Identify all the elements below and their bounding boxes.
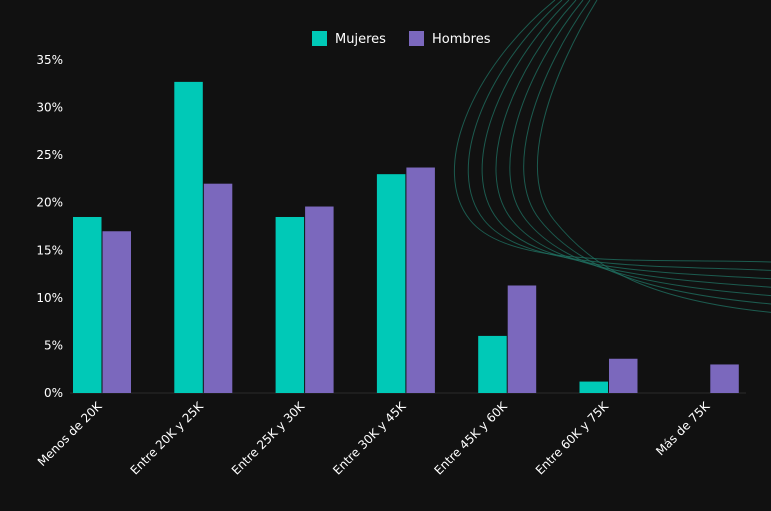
bars: [73, 81, 739, 393]
y-tick-label: 30%: [36, 101, 63, 115]
bar-mujeres: [275, 216, 305, 393]
y-tick-label: 20%: [36, 196, 63, 210]
legend-label-hombres: Hombres: [432, 32, 491, 47]
bar-hombres: [609, 358, 638, 393]
bar-mujeres: [579, 381, 608, 393]
legend-swatch-mujeres: [312, 31, 327, 46]
decorative-curve: [523, 0, 771, 305]
bar-hombres: [406, 167, 435, 393]
x-tick-label: Entre 30K y 45K: [330, 398, 409, 477]
x-tick-label: Entre 45K y 60K: [431, 398, 510, 477]
bar-mujeres: [73, 216, 102, 393]
bar-mujeres: [174, 81, 203, 393]
y-tick-label: 35%: [36, 53, 63, 67]
legend-swatch-hombres: [409, 31, 424, 46]
bar-mujeres: [478, 335, 507, 393]
bar-hombres: [710, 364, 739, 393]
x-tick-label: Entre 20K y 25K: [128, 398, 207, 477]
decorative-curve: [495, 0, 771, 288]
bar-hombres: [305, 206, 334, 393]
legend-label-mujeres: Mujeres: [335, 32, 386, 47]
y-tick-label: 25%: [36, 148, 63, 162]
bar-hombres: [203, 183, 233, 393]
x-tick-label: Entre 25K y 30K: [229, 398, 308, 477]
x-tick-label: Más de 75K: [653, 398, 713, 458]
decorative-curve: [537, 0, 771, 313]
y-tick-label: 5%: [44, 338, 63, 352]
bar-hombres: [507, 285, 537, 393]
decorative-curve: [509, 0, 771, 297]
x-axis: Menos de 20K Entre 20K y 25K Entre 25K y 3…: [35, 398, 713, 477]
bar-hombres: [102, 231, 131, 393]
decorative-curve: [481, 0, 771, 280]
bar-mujeres: [376, 174, 406, 393]
y-tick-label: 0%: [44, 386, 63, 400]
x-tick-label: Menos de 20K: [35, 398, 106, 469]
y-tick-label: 10%: [36, 291, 63, 305]
decorative-curves: [454, 0, 771, 313]
legend: Mujeres Hombres: [312, 31, 491, 47]
y-tick-label: 15%: [36, 243, 63, 257]
x-tick-label: Entre 60K y 75K: [533, 398, 612, 477]
decorative-curve: [467, 0, 771, 271]
decorative-curve: [454, 0, 771, 263]
